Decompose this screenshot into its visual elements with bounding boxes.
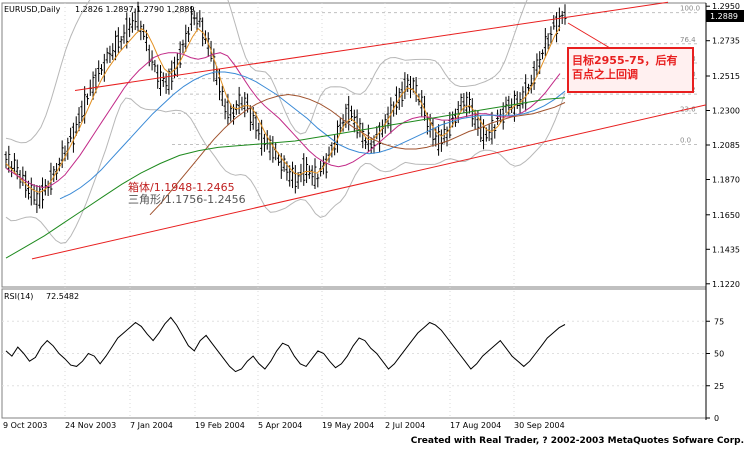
price-tick-label-3: 1.2300 [712,107,740,116]
price-tick-label-7: 1.1435 [712,245,740,254]
price-tick-label-6: 1.1650 [712,211,740,220]
fib-level-label-6: 0.0 [680,137,691,145]
rsi-title: RSI(14) [4,292,33,301]
x-tick-label-4: 5 Apr 2004 [258,421,302,430]
callout-line-1: 目标2955-75，后有 [572,53,678,67]
rsi-tick-label-2: 25 [714,382,724,391]
annotation-triangle-label: 三角形/1.1756-1.2456 [128,193,246,206]
bollinger-upper-band [5,0,528,144]
moving-average-4 [5,97,566,259]
fib-level-label-1: 76.4 [680,36,696,44]
callout-line-2: 百点之上回调 [572,67,638,81]
chart-canvas: 1.2950 1.2735 1.2515 1.2300 1.2085 1.1870 1.16… [1,0,750,433]
bollinger-lower-band [5,92,566,244]
footer-credit: Created with Real Trader, ? 2002-2003 Me… [410,436,744,446]
callout-box [567,47,694,93]
price-tick-label-4: 1.2085 [712,141,740,150]
rsi-tick-label-3: 0 [714,414,719,423]
price-tick-label-1: 1.2735 [712,37,740,46]
channel-upper-line [74,1,669,91]
rsi-line [5,316,566,373]
chart-title: EURUSD,Daily [4,5,61,14]
price-scale-strip [706,0,750,433]
ohlc-values: 1.2826 1.2897 1.2790 1.2889 [75,5,195,14]
price-tick-label-5: 1.1870 [712,175,740,184]
annotation-box-label: 箱体/1.1948-1.2465 [128,180,235,194]
x-tick-label-2: 7 Jan 2004 [130,421,173,430]
price-tick-label-0: 1.2950 [712,2,740,11]
x-tick-label-6: 2 Jul 2004 [385,421,425,430]
rsi-value: 72.5482 [46,292,79,301]
fib-level-label-0: 100.0 [680,5,700,13]
x-tick-label-7: 17 Aug 2004 [450,421,501,430]
rsi-tick-label-1: 50 [714,350,724,359]
x-tick-label-0: 9 Oct 2003 [3,421,47,430]
last-price-marker [706,9,744,22]
moving-average-1 [5,52,561,189]
channel-lower-line [31,104,707,260]
x-tick-label-5: 19 May 2004 [322,421,374,430]
moving-average-3 [149,93,566,216]
price-tick-label-8: 1.1220 [712,280,740,289]
x-tick-label-1: 24 Nov 2003 [65,421,116,430]
price-tick-label-2: 1.2515 [712,72,740,81]
price-bars [4,1,567,214]
moving-average-2 [59,71,566,200]
x-tick-label-8: 30 Sep 2004 [514,421,565,430]
rsi-tick-label-0: 75 [714,317,724,326]
x-tick-label-3: 19 Feb 2004 [195,421,245,430]
callout-pointer [567,22,611,49]
last-price-label: 1.2889 [710,12,738,21]
moving-average-0 [5,26,561,193]
